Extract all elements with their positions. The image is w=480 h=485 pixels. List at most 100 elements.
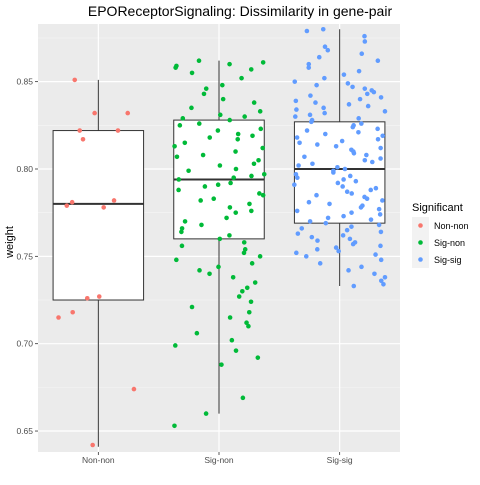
point-sig-non bbox=[227, 117, 233, 123]
point-sig-sig bbox=[380, 198, 385, 203]
point-non-non bbox=[125, 110, 131, 116]
point-sig-sig bbox=[359, 264, 364, 270]
legend-label-sig-non: Sig-non bbox=[434, 238, 465, 248]
point-sig-non bbox=[189, 304, 195, 310]
point-sig-sig bbox=[325, 215, 331, 221]
point-sig-non bbox=[172, 423, 177, 429]
point-sig-non bbox=[179, 243, 185, 249]
x-tick-label: Sig-sig bbox=[327, 455, 353, 465]
point-sig-non bbox=[217, 112, 223, 118]
point-sig-non bbox=[246, 323, 251, 329]
point-sig-sig bbox=[315, 238, 320, 243]
point-non-non bbox=[131, 386, 137, 392]
point-sig-non bbox=[211, 196, 217, 201]
point-sig-sig bbox=[357, 96, 363, 102]
point-sig-non bbox=[255, 355, 261, 360]
point-sig-non bbox=[261, 171, 267, 177]
point-sig-sig bbox=[372, 271, 377, 277]
point-sig-non bbox=[257, 254, 263, 259]
point-sig-non bbox=[173, 343, 178, 348]
point-non-non bbox=[84, 295, 90, 301]
point-sig-sig bbox=[373, 252, 378, 257]
point-sig-non bbox=[233, 166, 239, 172]
point-sig-non bbox=[198, 198, 203, 203]
point-sig-sig bbox=[333, 143, 339, 149]
point-sig-non bbox=[203, 411, 209, 416]
point-sig-non bbox=[258, 126, 264, 132]
point-sig-non bbox=[228, 180, 233, 186]
point-sig-non bbox=[207, 271, 212, 277]
point-sig-non bbox=[207, 135, 213, 140]
point-sig-sig bbox=[349, 224, 354, 229]
point-sig-non bbox=[260, 60, 266, 65]
point-sig-non bbox=[247, 201, 252, 207]
point-sig-non bbox=[172, 143, 177, 149]
point-sig-non bbox=[217, 236, 223, 242]
point-sig-sig bbox=[315, 142, 320, 147]
point-sig-sig bbox=[373, 185, 379, 191]
point-sig-non bbox=[176, 177, 182, 182]
point-sig-non bbox=[249, 261, 255, 266]
point-sig-non bbox=[249, 208, 254, 214]
point-sig-sig bbox=[358, 205, 364, 210]
point-sig-sig bbox=[350, 241, 356, 247]
point-sig-sig bbox=[295, 175, 300, 181]
point-sig-non bbox=[180, 116, 186, 121]
point-sig-sig bbox=[322, 75, 327, 81]
point-sig-sig bbox=[331, 170, 336, 175]
point-sig-non bbox=[182, 219, 188, 224]
point-sig-sig bbox=[345, 81, 351, 86]
point-sig-sig bbox=[350, 84, 355, 90]
point-sig-sig bbox=[292, 114, 298, 119]
point-non-non bbox=[69, 199, 75, 205]
point-sig-sig bbox=[316, 54, 322, 60]
point-sig-non bbox=[250, 133, 255, 139]
point-sig-sig bbox=[309, 119, 314, 125]
point-sig-non bbox=[176, 187, 181, 193]
point-sig-non bbox=[248, 299, 254, 305]
point-sig-non bbox=[196, 121, 202, 126]
point-sig-non bbox=[257, 109, 263, 114]
point-sig-non bbox=[241, 250, 247, 256]
point-non-non bbox=[77, 128, 83, 133]
point-sig-sig bbox=[323, 220, 329, 226]
point-sig-sig bbox=[322, 44, 328, 50]
point-non-non bbox=[56, 315, 61, 320]
point-sig-sig bbox=[347, 173, 353, 179]
point-sig-sig bbox=[351, 283, 357, 289]
point-non-non bbox=[96, 294, 102, 299]
point-sig-sig bbox=[341, 213, 346, 219]
point-sig-non bbox=[215, 128, 221, 133]
point-sig-non bbox=[200, 152, 206, 158]
point-sig-non bbox=[240, 288, 245, 294]
point-sig-non bbox=[260, 145, 265, 151]
point-sig-sig bbox=[341, 72, 347, 77]
point-sig-sig bbox=[364, 152, 369, 158]
chart-title: EPOReceptorSignaling: Dissimilarity in g… bbox=[88, 3, 393, 19]
point-sig-sig bbox=[362, 33, 367, 39]
point-sig-sig bbox=[340, 233, 346, 238]
point-sig-non bbox=[202, 184, 208, 189]
point-sig-sig bbox=[322, 110, 327, 116]
point-sig-sig bbox=[378, 156, 383, 161]
point-sig-sig bbox=[378, 278, 384, 284]
point-non-non bbox=[90, 442, 95, 448]
legend: Significant Non-non Sig-non Sig-sig bbox=[412, 202, 469, 268]
point-sig-sig bbox=[309, 234, 315, 240]
point-sig-non bbox=[227, 61, 232, 67]
point-sig-sig bbox=[304, 128, 310, 133]
point-sig-sig bbox=[317, 261, 323, 266]
box-sig-sig bbox=[293, 121, 386, 224]
point-sig-sig bbox=[292, 182, 297, 188]
point-sig-non bbox=[177, 123, 183, 128]
point-sig-non bbox=[217, 163, 223, 168]
point-sig-non bbox=[239, 75, 244, 81]
point-sig-sig bbox=[293, 98, 299, 104]
point-sig-sig bbox=[359, 51, 365, 56]
point-sig-sig bbox=[362, 86, 368, 91]
y-tick-label: 0.75 bbox=[16, 251, 33, 261]
point-sig-sig bbox=[368, 187, 374, 193]
point-non-non bbox=[64, 203, 70, 208]
point-sig-sig bbox=[370, 159, 375, 165]
